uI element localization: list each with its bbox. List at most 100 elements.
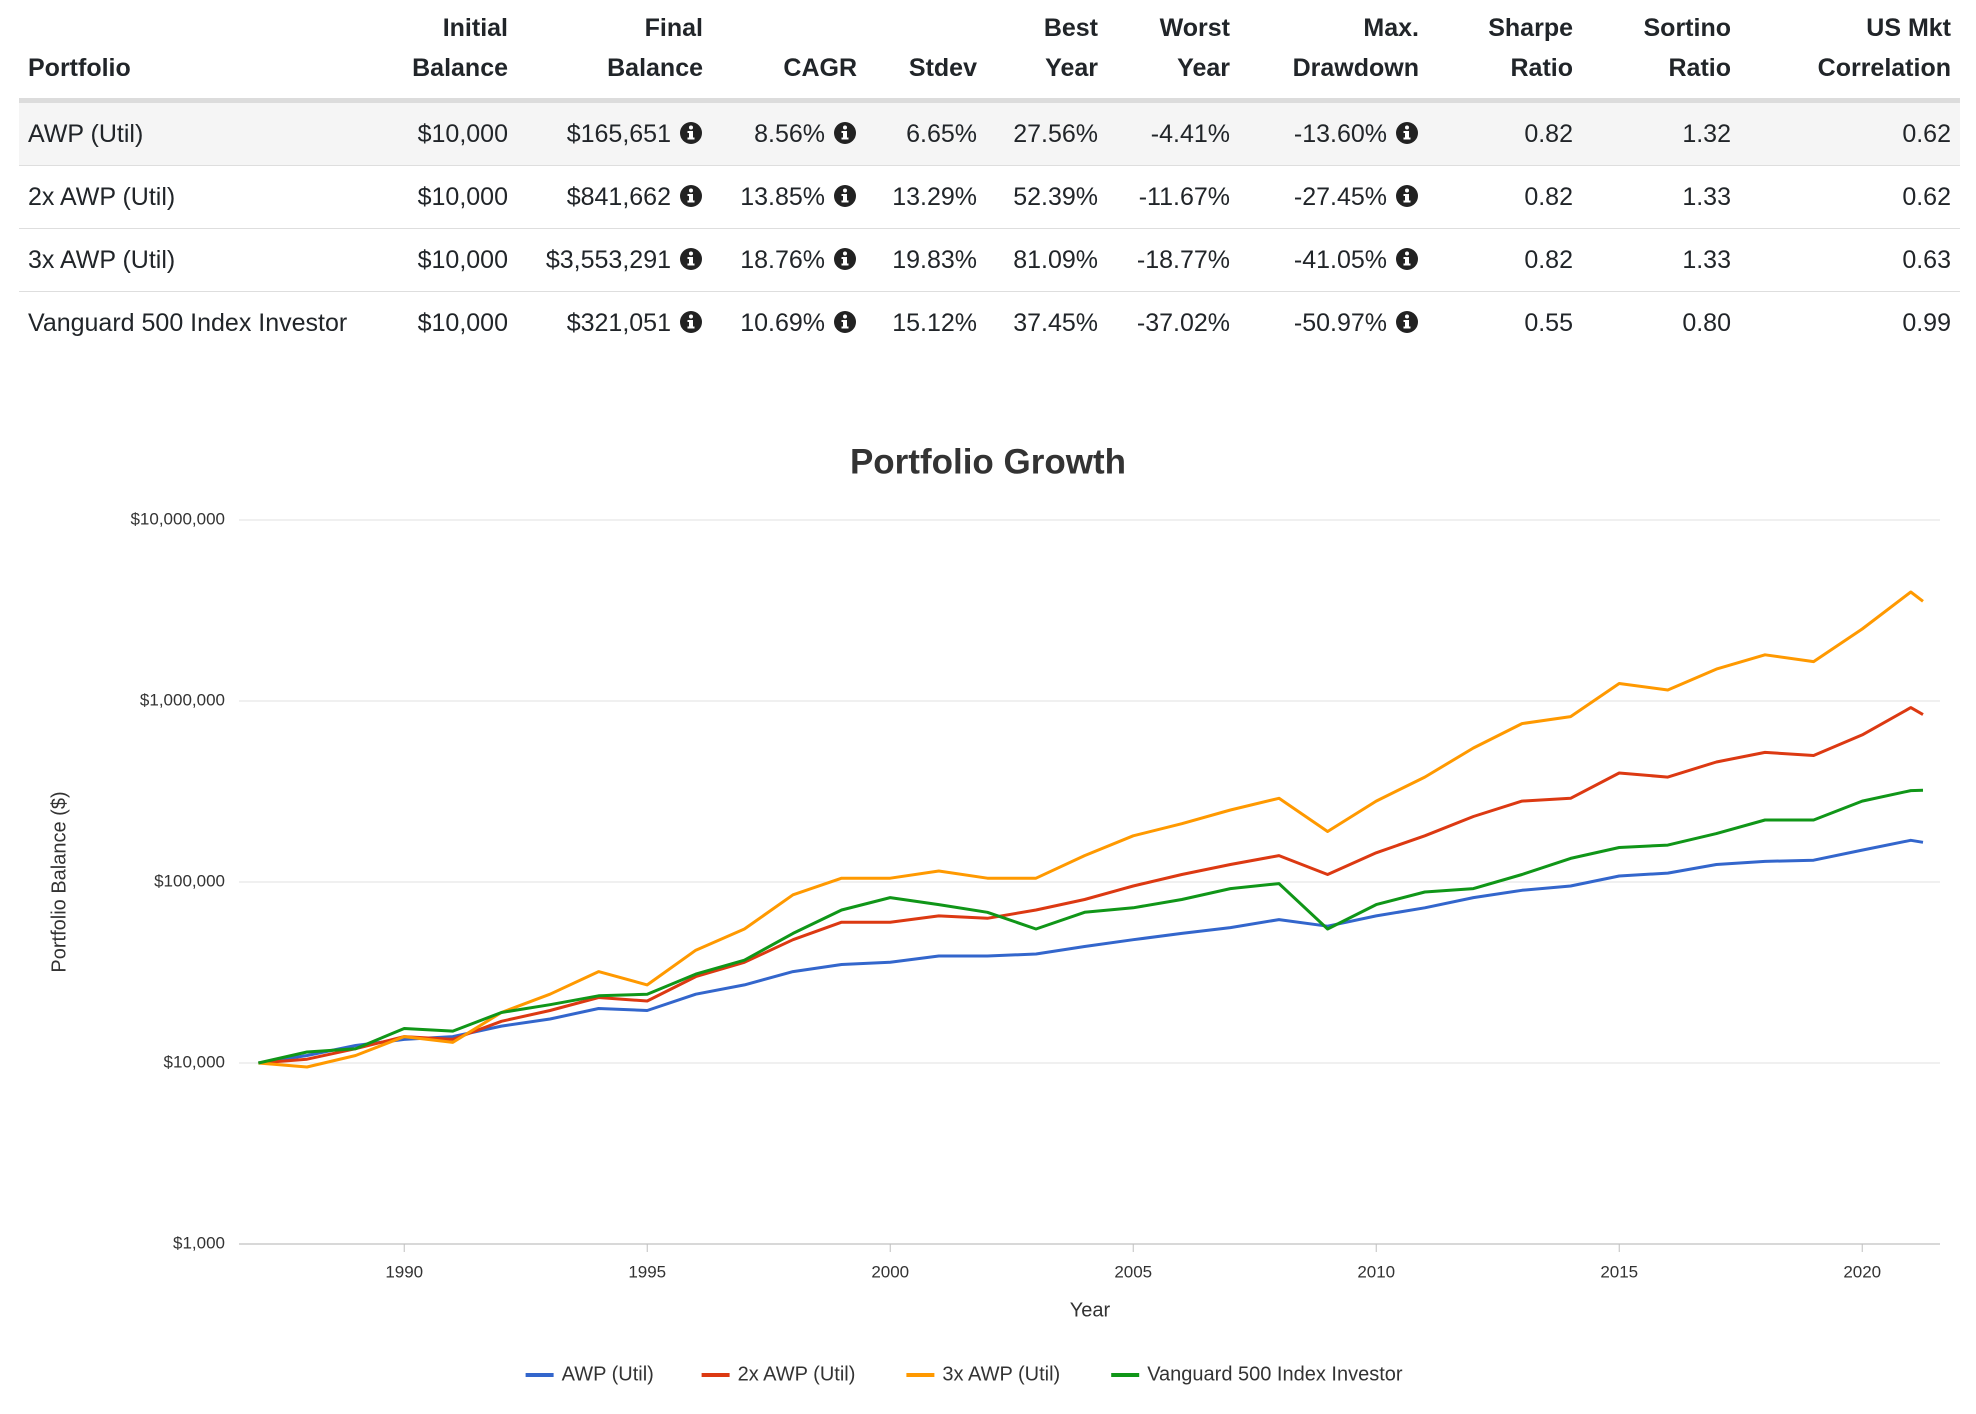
- column-header: Initial Balance: [391, 0, 517, 103]
- table-row: Vanguard 500 Index Investor $10,000 $321,0…: [19, 292, 1960, 387]
- table-cell: 3x AWP (Util): [19, 228, 391, 292]
- y-tick-label: $1,000,000: [140, 690, 225, 709]
- cell-text: 0.55: [1524, 309, 1573, 337]
- table-cell: 0.62: [1740, 100, 1960, 166]
- legend-label: AWP (Util): [562, 1363, 654, 1385]
- info-icon[interactable]: [833, 247, 857, 271]
- y-tick-label: $1,000: [173, 1233, 225, 1252]
- info-icon[interactable]: [833, 310, 857, 334]
- cell-text: -4.41%: [1150, 120, 1230, 148]
- info-icon[interactable]: [1395, 310, 1419, 334]
- legend-label: 2x AWP (Util): [738, 1363, 856, 1385]
- header-row: Portfolio Initial Balance Final Balance CAG…: [19, 0, 1960, 103]
- table-cell: $10,000: [391, 228, 517, 292]
- table-cell: $321,051: [517, 292, 712, 387]
- cell-text: 19.83%: [892, 246, 977, 274]
- chart-title: Portfolio Growth: [850, 442, 1126, 481]
- table-cell: 81.09%: [986, 228, 1107, 292]
- table-cell: 15.12%: [866, 292, 986, 387]
- column-header: Final Balance: [517, 0, 712, 103]
- table-cell: Vanguard 500 Index Investor: [19, 292, 391, 387]
- summary-table: Portfolio Initial Balance Final Balance CAG…: [19, 0, 1960, 386]
- table-cell: 0.63: [1740, 228, 1960, 292]
- cell-text: -13.60%: [1293, 120, 1387, 148]
- table-cell: 19.83%: [866, 228, 986, 292]
- info-icon[interactable]: [833, 121, 857, 145]
- table-cell: -13.60%: [1239, 100, 1428, 166]
- cell-text: $10,000: [417, 183, 508, 211]
- column-header: Sharpe Ratio: [1428, 0, 1582, 103]
- table-cell: 6.65%: [866, 100, 986, 166]
- y-tick-label: $10,000: [164, 1052, 225, 1071]
- cell-text: $3,553,291: [545, 246, 671, 274]
- cell-text: 1.32: [1682, 120, 1731, 148]
- table-cell: $10,000: [391, 292, 517, 387]
- info-icon[interactable]: [679, 310, 703, 334]
- table-cell: 0.82: [1428, 100, 1582, 166]
- table-cell: $10,000: [391, 165, 517, 229]
- column-header: Best Year: [986, 0, 1107, 103]
- table-body: AWP (Util) $10,000 $165,651 8.56% 6.65% 27.56…: [19, 100, 1960, 387]
- info-icon[interactable]: [833, 184, 857, 208]
- cell-text: -50.97%: [1293, 309, 1387, 337]
- cell-text: 8.56%: [754, 120, 825, 148]
- table-cell: -41.05%: [1239, 228, 1428, 292]
- table-cell: $841,662: [517, 165, 712, 229]
- column-header: Stdev: [866, 0, 986, 103]
- legend-label: 3x AWP (Util): [942, 1363, 1060, 1385]
- chart: Portfolio Growth Portfolio Balance ($) Y…: [48, 442, 1940, 1385]
- table-cell: 1.33: [1582, 228, 1740, 292]
- cell-text: -41.05%: [1293, 246, 1387, 274]
- cell-text: 13.29%: [892, 183, 977, 211]
- cell-text: 1.33: [1682, 246, 1731, 274]
- table-cell: $10,000: [391, 100, 517, 166]
- table-cell: 10.69%: [712, 292, 866, 387]
- table-cell: 0.80: [1582, 292, 1740, 387]
- cell-text: 0.63: [1902, 246, 1951, 274]
- cell-text: $10,000: [417, 246, 508, 274]
- y-tick-label: $100,000: [154, 871, 225, 890]
- table-cell: 1.32: [1582, 100, 1740, 166]
- cell-text: 10.69%: [740, 309, 825, 337]
- table-cell: $3,553,291: [517, 228, 712, 292]
- cell-text: 2x AWP (Util): [28, 183, 176, 211]
- column-header: Worst Year: [1107, 0, 1239, 103]
- table-row: 2x AWP (Util) $10,000 $841,662 13.85% 13.29%…: [19, 165, 1960, 229]
- cell-text: 0.80: [1682, 309, 1731, 337]
- x-tick-label: 2010: [1357, 1262, 1395, 1281]
- table-cell: 0.62: [1740, 165, 1960, 229]
- column-header: Sortino Ratio: [1582, 0, 1740, 103]
- x-tick-label: 1990: [385, 1262, 423, 1281]
- cell-text: 81.09%: [1013, 246, 1098, 274]
- cell-text: 0.62: [1902, 183, 1951, 211]
- info-icon[interactable]: [1395, 184, 1419, 208]
- info-icon[interactable]: [679, 247, 703, 271]
- cell-text: 15.12%: [892, 309, 977, 337]
- table-cell: -18.77%: [1107, 228, 1239, 292]
- cell-text: -37.02%: [1136, 309, 1230, 337]
- table-cell: 0.99: [1740, 292, 1960, 387]
- info-icon[interactable]: [1395, 247, 1419, 271]
- cell-text: 37.45%: [1013, 309, 1098, 337]
- cell-text: 1.33: [1682, 183, 1731, 211]
- table-cell: 1.33: [1582, 165, 1740, 229]
- info-icon[interactable]: [1395, 121, 1419, 145]
- table-cell: 8.56%: [712, 100, 866, 166]
- table-cell: AWP (Util): [19, 100, 391, 166]
- info-icon[interactable]: [679, 184, 703, 208]
- cell-text: -18.77%: [1136, 246, 1230, 274]
- cell-text: 0.62: [1902, 120, 1951, 148]
- table-cell: 52.39%: [986, 165, 1107, 229]
- legend-label: Vanguard 500 Index Investor: [1147, 1363, 1403, 1385]
- table-cell: 27.56%: [986, 100, 1107, 166]
- cell-text: 0.82: [1524, 120, 1573, 148]
- cell-text: 18.76%: [740, 246, 825, 274]
- table-cell: 37.45%: [986, 292, 1107, 387]
- cell-text: $10,000: [417, 309, 508, 337]
- series-line: [258, 590, 1924, 1069]
- x-tick-label: 2015: [1600, 1262, 1638, 1281]
- info-icon[interactable]: [679, 121, 703, 145]
- column-header: Portfolio: [19, 0, 391, 103]
- table-cell: -50.97%: [1239, 292, 1428, 387]
